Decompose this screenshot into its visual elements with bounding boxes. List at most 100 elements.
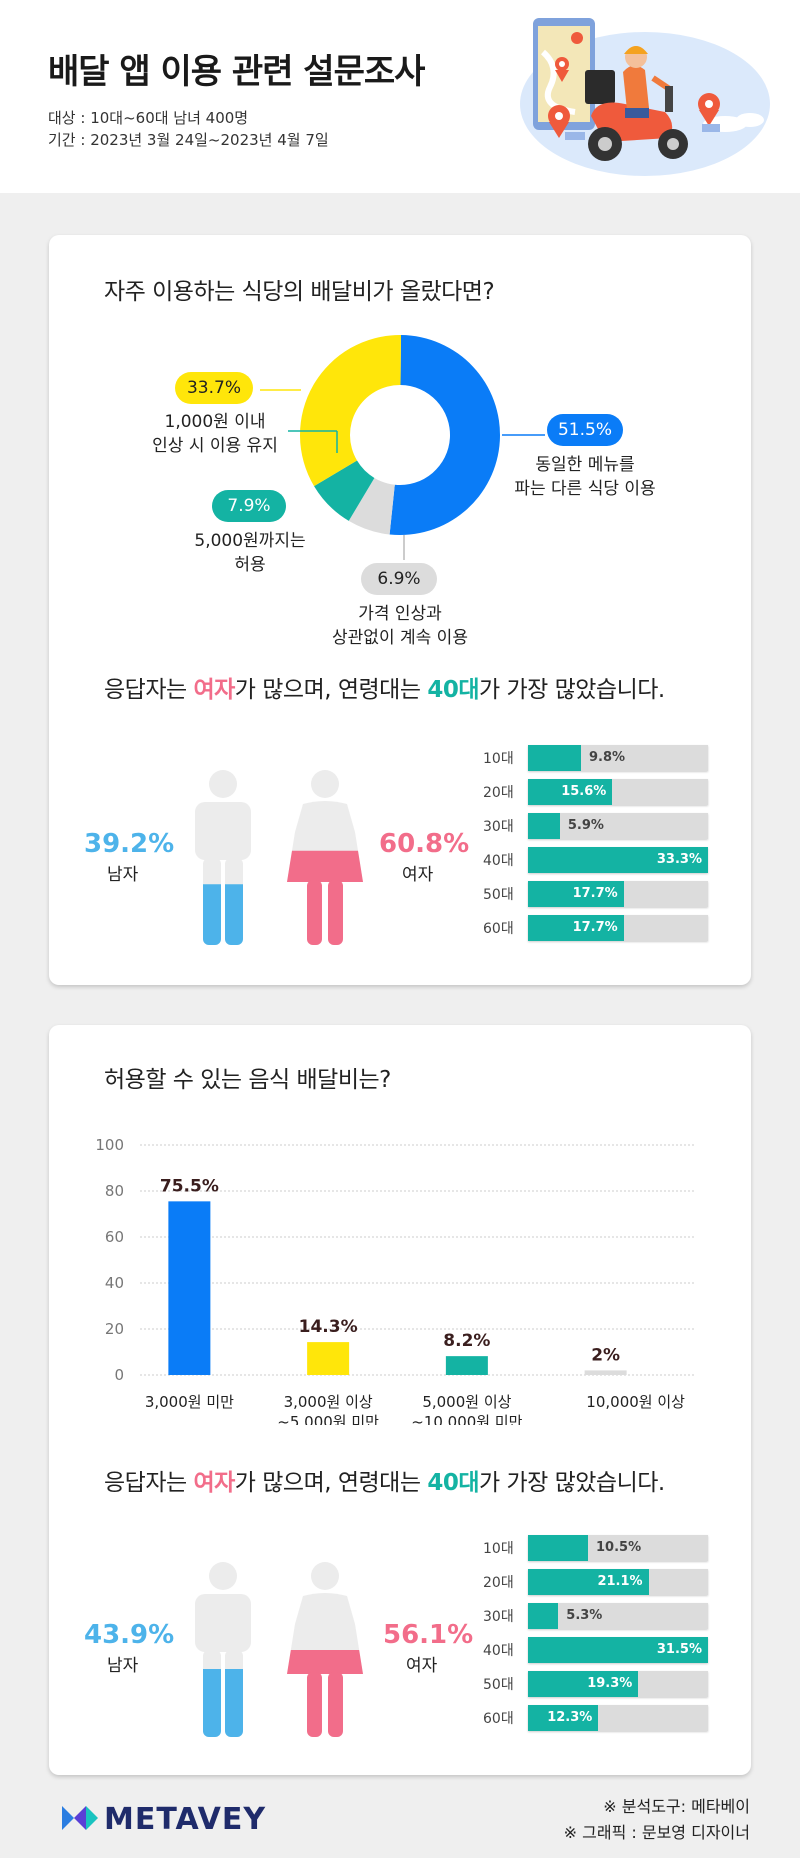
donut-slice bbox=[314, 460, 375, 521]
female-pct-1: 60.8% bbox=[379, 829, 470, 859]
header: 배달 앱 이용 관련 설문조사 대상 : 10대~60대 남녀 400명 기간 … bbox=[0, 0, 800, 193]
donut-label-1-line2: 파는 다른 식당 이용 bbox=[514, 479, 656, 499]
donut-label-pct-4: 33.7% bbox=[175, 372, 253, 404]
age-row: 20대 21.1% bbox=[483, 1569, 743, 1595]
delivery-illustration bbox=[520, 18, 770, 176]
survey-target: 대상 : 10대~60대 남녀 400명 bbox=[48, 109, 249, 127]
age-value-label: 9.8% bbox=[588, 750, 626, 765]
donut-label-4-line2: 인상 시 이용 유지 bbox=[152, 436, 278, 456]
age-row: 50대 19.3% bbox=[483, 1671, 743, 1697]
age-bar-fill bbox=[528, 915, 624, 941]
age-value-label: 17.7% bbox=[572, 920, 618, 935]
donut-label-1: 동일한 메뉴를 파는 다른 식당 이용 bbox=[495, 453, 675, 501]
age-bars-1: 10대 9.8% 20대 15.6% 30대 5.9% 40대 33.3% 50대 17.7% 60… bbox=[483, 745, 743, 945]
age-label: 30대 bbox=[483, 1609, 514, 1625]
age-bar-track: 9.8% bbox=[528, 745, 708, 771]
female-figure bbox=[287, 1562, 363, 1737]
summary-2-mid: 가 많으며, 연령대는 bbox=[234, 1470, 428, 1496]
donut-label-3-line2: 허용 bbox=[234, 555, 266, 575]
age-bar-track: 17.7% bbox=[528, 881, 708, 907]
age-value-label: 12.3% bbox=[547, 1710, 593, 1725]
bar-value-label: 8.2% bbox=[443, 1331, 490, 1351]
gender-figures-1 bbox=[195, 770, 363, 945]
donut-label-2-line2: 상관없이 계속 이용 bbox=[332, 628, 468, 648]
age-value-label: 33.3% bbox=[656, 852, 702, 867]
summary-1-pre: 응답자는 bbox=[104, 677, 194, 703]
age-bar-fill bbox=[528, 1637, 708, 1663]
age-value-label: 31.5% bbox=[656, 1642, 702, 1657]
male-label-2: 남자 bbox=[107, 1656, 139, 1676]
donut-label-4-line1: 1,000원 이내 bbox=[164, 412, 266, 432]
age-bar-fill bbox=[528, 881, 624, 907]
donut-label-2-line1: 가격 인상과 bbox=[358, 604, 442, 624]
age-bar-fill bbox=[528, 1705, 599, 1731]
age-value-label: 21.1% bbox=[597, 1574, 643, 1589]
female-label-2: 여자 bbox=[406, 1656, 438, 1676]
female-label-1: 여자 bbox=[402, 865, 434, 885]
age-bar-fill bbox=[528, 1569, 649, 1595]
age-row: 30대 5.9% bbox=[483, 813, 743, 839]
bar bbox=[307, 1342, 350, 1375]
analysis-tool-note: ※ 분석도구: 메타베이 bbox=[603, 1797, 750, 1816]
donut-label-1-line1: 동일한 메뉴를 bbox=[535, 455, 635, 475]
age-label: 50대 bbox=[483, 887, 514, 903]
age-label: 60대 bbox=[483, 921, 514, 937]
survey-period: 기간 : 2023년 3월 24일~2023년 4월 7일 bbox=[48, 131, 329, 149]
age-label: 30대 bbox=[483, 819, 514, 835]
age-bar-track: 21.1% bbox=[528, 1569, 708, 1595]
age-bar-fill bbox=[528, 847, 708, 873]
summary-2-female: 여자 bbox=[193, 1470, 235, 1496]
age-bar-fill bbox=[528, 779, 613, 805]
page-title: 배달 앱 이용 관련 설문조사 bbox=[48, 52, 425, 92]
summary-1: 응답자는 여자가 많으며, 연령대는 40대가 가장 많았습니다. bbox=[104, 670, 665, 704]
age-value-label: 5.3% bbox=[566, 1608, 603, 1623]
x-tick-label: ~5,000원 미만 bbox=[277, 1413, 379, 1425]
age-label: 60대 bbox=[483, 1711, 514, 1727]
age-bar-track: 5.3% bbox=[528, 1603, 708, 1629]
female-pct-2: 56.1% bbox=[383, 1620, 474, 1650]
summary-2: 응답자는 여자가 많으며, 연령대는 40대가 가장 많았습니다. bbox=[104, 1463, 665, 1497]
male-pct-2: 43.9% bbox=[84, 1620, 175, 1650]
age-value-label: 5.9% bbox=[567, 818, 604, 833]
y-tick-label: 40 bbox=[105, 1274, 124, 1292]
summary-1-post: 가 가장 많았습니다. bbox=[478, 677, 665, 703]
age-label: 20대 bbox=[483, 785, 514, 801]
metavey-logo-icon bbox=[62, 1806, 98, 1830]
summary-1-mid: 가 많으며, 연령대는 bbox=[234, 677, 428, 703]
summary-2-age: 40대 bbox=[427, 1470, 479, 1496]
bar bbox=[168, 1201, 211, 1375]
y-tick-label: 60 bbox=[105, 1228, 124, 1246]
age-bar-track: 17.7% bbox=[528, 915, 708, 941]
age-row: 40대 31.5% bbox=[483, 1637, 743, 1663]
age-label: 40대 bbox=[483, 853, 514, 869]
donut-label-pct-3: 7.9% bbox=[212, 490, 286, 522]
y-tick-label: 100 bbox=[95, 1136, 124, 1154]
metavey-logo-text: METAVEY bbox=[104, 1802, 267, 1837]
age-bars-2: 10대 10.5% 20대 21.1% 30대 5.3% 40대 31.5% 50대 19.3% 6… bbox=[483, 1535, 743, 1735]
x-tick-label: ~10,000원 미만 bbox=[411, 1413, 522, 1425]
donut-slice bbox=[300, 335, 401, 487]
age-row: 10대 9.8% bbox=[483, 745, 743, 771]
bar bbox=[445, 1356, 488, 1375]
age-bar-track: 33.3% bbox=[528, 847, 708, 873]
age-row: 20대 15.6% bbox=[483, 779, 743, 805]
question-1: 자주 이용하는 식당의 배달비가 올랐다면? bbox=[104, 279, 495, 305]
summary-1-female: 여자 bbox=[193, 677, 235, 703]
age-bar-fill bbox=[528, 745, 581, 771]
female-figure bbox=[287, 850, 363, 945]
age-row: 30대 5.3% bbox=[483, 1603, 743, 1629]
bar-value-label: 75.5% bbox=[160, 1176, 219, 1196]
age-bar-track: 10.5% bbox=[528, 1535, 708, 1561]
summary-2-pre: 응답자는 bbox=[104, 1470, 194, 1496]
x-tick-label: 3,000원 미만 bbox=[145, 1393, 234, 1411]
donut-slice bbox=[389, 335, 501, 535]
age-label: 50대 bbox=[483, 1677, 514, 1693]
age-row: 10대 10.5% bbox=[483, 1535, 743, 1561]
age-value-label: 19.3% bbox=[587, 1676, 633, 1691]
age-row: 50대 17.7% bbox=[483, 881, 743, 907]
donut-label-pct-2: 6.9% bbox=[361, 563, 437, 595]
y-tick-label: 0 bbox=[114, 1366, 124, 1384]
age-value-label: 10.5% bbox=[596, 1540, 642, 1555]
age-row: 60대 12.3% bbox=[483, 1705, 743, 1731]
age-bar-fill bbox=[528, 1535, 588, 1561]
